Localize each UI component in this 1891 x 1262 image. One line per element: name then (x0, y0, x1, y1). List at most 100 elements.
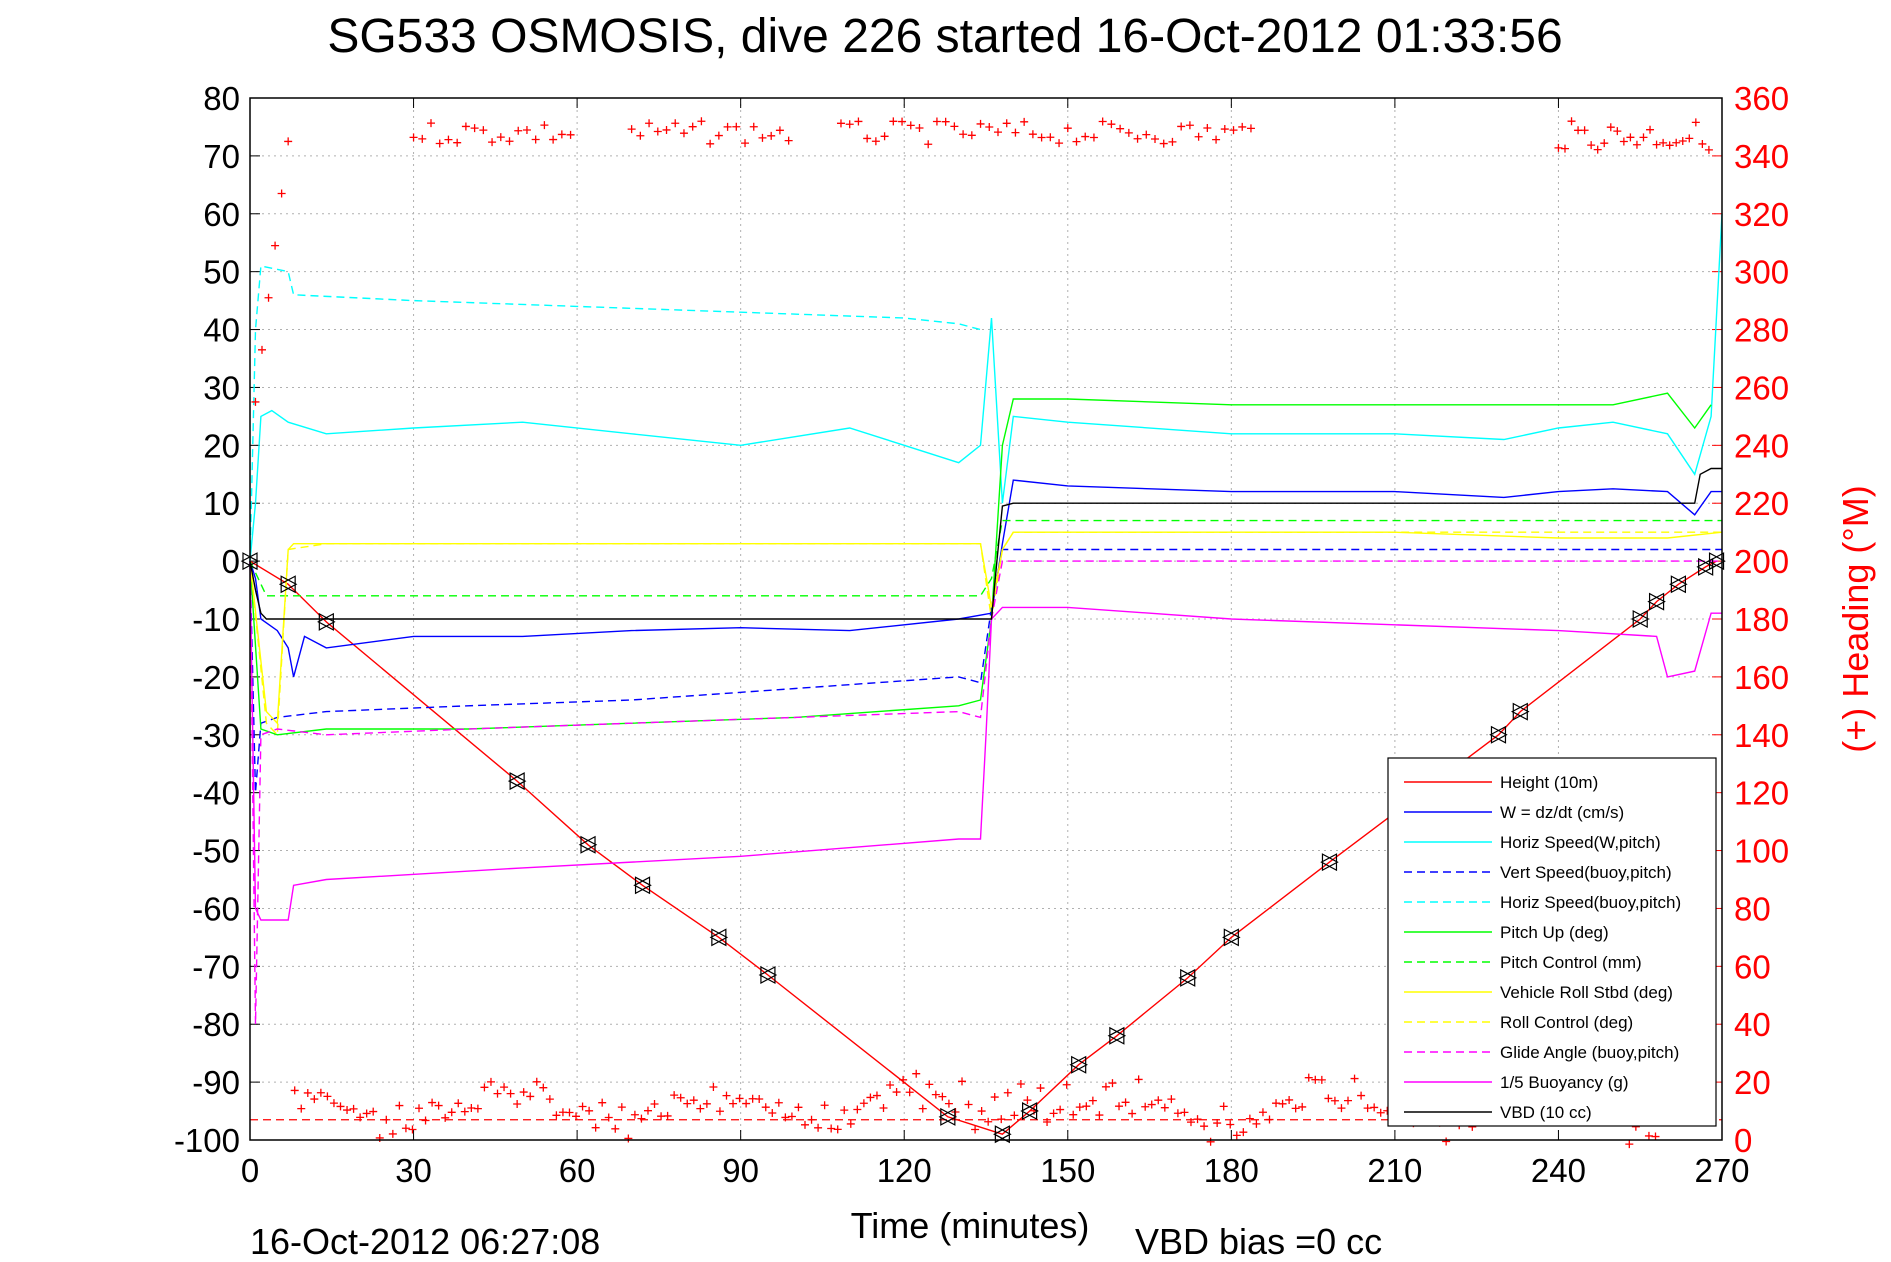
heading-marker (435, 139, 444, 148)
heading-marker (1606, 123, 1615, 132)
heading-marker (892, 1088, 901, 1097)
y2-tick-label: 0 (1734, 1122, 1752, 1159)
height-marker-left (278, 575, 296, 594)
height-marker-left (1647, 592, 1665, 611)
y-tick-label: -50 (192, 833, 240, 870)
heading-marker (1023, 1096, 1032, 1105)
height-marker-left (709, 928, 727, 947)
heading-marker (1160, 1103, 1169, 1112)
heading-marker (1246, 124, 1255, 133)
heading-marker (637, 1114, 646, 1123)
heading-marker (990, 1093, 999, 1102)
y-tick-label: 30 (203, 369, 240, 406)
heading-marker (1363, 1104, 1372, 1113)
y-tick-label: 0 (222, 543, 240, 580)
heading-marker (889, 117, 898, 126)
heading-marker (683, 1099, 692, 1108)
heading-marker (257, 345, 266, 354)
x-tick-label: 270 (1694, 1152, 1749, 1189)
heading-marker (1593, 145, 1602, 154)
heading-marker (702, 1099, 711, 1108)
heading-marker (505, 137, 514, 146)
heading-marker (488, 138, 497, 147)
heading-marker (1089, 133, 1098, 142)
series-line-10 (249, 561, 1722, 921)
heading-marker (479, 126, 488, 135)
legend-label: Horiz Speed(W,pitch) (1500, 833, 1661, 852)
heading-marker (679, 129, 688, 138)
heading-marker (1200, 1122, 1209, 1131)
heading-marker (1652, 140, 1661, 149)
heading-marker (526, 1092, 535, 1101)
height-marker-left (578, 835, 596, 854)
heading-marker (1141, 1102, 1150, 1111)
legend-label: Vert Speed(buoy,pitch) (1500, 863, 1672, 882)
y2-tick-label: 20 (1734, 1064, 1771, 1101)
heading-marker (636, 131, 645, 140)
x-tick-label: 60 (559, 1152, 596, 1189)
heading-marker (506, 1089, 515, 1098)
y2-tick-label: 280 (1734, 312, 1789, 349)
heading-marker (434, 1101, 443, 1110)
heading-marker (1646, 125, 1655, 134)
heading-marker (915, 123, 924, 132)
heading-marker (840, 1106, 849, 1115)
heading-marker (1600, 139, 1609, 148)
heading-marker (329, 1099, 338, 1108)
chart-title: SG533 OSMOSIS, dive 226 started 16-Oct-2… (327, 10, 1562, 63)
heading-marker (578, 1102, 587, 1111)
heading-marker (349, 1104, 358, 1113)
y2-tick-label: 80 (1734, 890, 1771, 927)
heading-marker (749, 122, 758, 131)
heading-marker (709, 1083, 718, 1092)
heading-marker (807, 1115, 816, 1124)
heading-marker (1121, 1098, 1130, 1107)
heading-marker (1337, 1104, 1346, 1113)
heading-marker (297, 1104, 306, 1113)
heading-marker (1678, 137, 1687, 146)
heading-marker (486, 1077, 495, 1086)
heading-marker (1167, 1095, 1176, 1104)
heading-marker (653, 127, 662, 136)
heading-marker (918, 1104, 927, 1113)
height-marker-left (633, 876, 651, 895)
y-tick-label: -40 (192, 775, 240, 812)
heading-marker (1016, 1080, 1025, 1089)
heading-marker (395, 1101, 404, 1110)
heading-marker (732, 122, 741, 131)
heading-marker (1704, 145, 1713, 154)
y2-axis-label: (+) Heading (°M) (1835, 485, 1876, 752)
heading-marker (1220, 125, 1229, 134)
heading-marker (251, 397, 260, 406)
heading-marker (787, 1112, 796, 1121)
heading-marker (1098, 117, 1107, 126)
heading-marker (696, 1104, 705, 1113)
legend-label: Vehicle Roll Stbd (deg) (1500, 983, 1673, 1002)
y2-tick-label: 140 (1734, 717, 1789, 754)
heading-marker (967, 131, 976, 140)
heading-marker (985, 123, 994, 132)
heading-marker (1265, 1115, 1274, 1124)
heading-marker (905, 1088, 914, 1097)
heading-marker (1350, 1074, 1359, 1083)
heading-marker (1659, 138, 1668, 147)
heading-marker (1147, 1100, 1156, 1109)
heading-marker (388, 1129, 397, 1138)
heading-marker (859, 1099, 868, 1108)
heading-marker (444, 135, 453, 144)
heading-marker (627, 125, 636, 134)
height-marker-left (1489, 725, 1507, 744)
heading-marker (1206, 1137, 1215, 1146)
heading-marker (1632, 140, 1641, 149)
heading-marker (1185, 121, 1194, 130)
heading-marker (624, 1134, 633, 1143)
heading-marker (925, 1080, 934, 1089)
heading-marker (879, 1103, 888, 1112)
heading-marker (872, 1091, 881, 1100)
y2-tick-label: 60 (1734, 948, 1771, 985)
y-tick-label: -100 (174, 1122, 240, 1159)
heading-marker (362, 1109, 371, 1118)
x-tick-label: 180 (1204, 1152, 1259, 1189)
heading-marker (814, 1123, 823, 1132)
heading-marker (519, 1088, 528, 1097)
